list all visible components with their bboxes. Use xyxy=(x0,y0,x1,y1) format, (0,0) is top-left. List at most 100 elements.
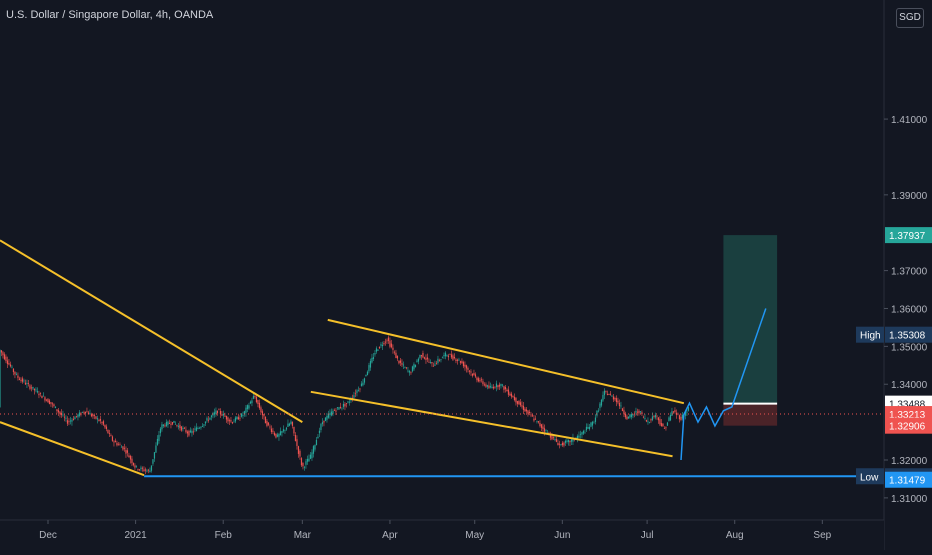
candle-body xyxy=(122,446,124,450)
candle-body xyxy=(579,433,582,435)
candle-body xyxy=(504,387,507,390)
candle-body xyxy=(611,395,613,397)
candle-body xyxy=(33,388,36,391)
candle-body xyxy=(179,424,181,429)
candle-body xyxy=(155,445,157,453)
candle-body xyxy=(285,427,288,430)
candle-body xyxy=(330,411,333,416)
candle-body xyxy=(618,402,621,407)
y-tick-label: 1.36000 xyxy=(891,304,928,315)
candle-body xyxy=(302,462,304,467)
candle-body xyxy=(401,363,403,365)
candle-body xyxy=(435,362,438,364)
candle-body xyxy=(539,422,541,426)
candle-body xyxy=(576,435,579,439)
price-tag-value: 1.33213 xyxy=(889,410,926,421)
candle-body xyxy=(32,386,34,389)
candle-body xyxy=(581,432,583,435)
candle-body xyxy=(399,360,402,363)
candle-body xyxy=(515,397,517,403)
candle-body xyxy=(407,370,409,372)
candle-body xyxy=(305,461,307,465)
candle-body xyxy=(554,439,556,440)
candle-body xyxy=(156,438,159,445)
candle-body xyxy=(245,407,247,413)
candle-body xyxy=(525,409,528,412)
candle-body xyxy=(642,416,645,418)
candle-body xyxy=(612,396,615,400)
candle-body xyxy=(615,398,618,403)
candle-body xyxy=(396,355,399,359)
candle-body xyxy=(429,362,432,364)
stop-zone xyxy=(723,403,778,426)
candle-body xyxy=(426,357,429,360)
candle-body xyxy=(83,412,85,414)
projection-path xyxy=(680,308,767,461)
candle-body xyxy=(441,357,444,359)
candle-body xyxy=(96,418,99,420)
candle-body xyxy=(594,417,597,422)
candle-body xyxy=(602,394,604,401)
candle-body xyxy=(339,406,342,409)
candle-body xyxy=(162,424,165,427)
candle-body xyxy=(0,349,1,407)
candle-body xyxy=(114,440,117,443)
price-tag-value: 1.31479 xyxy=(889,476,926,487)
candle-body xyxy=(506,389,508,392)
candle-body xyxy=(299,450,301,457)
candle-body xyxy=(548,432,550,434)
candle-body xyxy=(87,412,90,415)
candle-body xyxy=(558,443,561,445)
candle-body xyxy=(527,410,529,414)
candle-body xyxy=(488,385,490,389)
currency-button[interactable]: SGD xyxy=(896,8,924,28)
candle-body xyxy=(30,387,33,389)
candle-body xyxy=(173,420,175,423)
candle-body xyxy=(443,355,445,357)
candle-body xyxy=(413,364,415,370)
candle-body xyxy=(593,422,595,424)
candle-body xyxy=(585,426,588,431)
candle-body xyxy=(239,417,241,419)
candle-body xyxy=(681,414,684,419)
candle-body xyxy=(486,385,489,387)
candle-body xyxy=(210,415,213,418)
candle-body xyxy=(204,421,207,424)
candle-body xyxy=(410,372,412,374)
candle-body xyxy=(648,422,651,424)
candle-body xyxy=(360,383,363,387)
candle-body xyxy=(326,416,328,420)
candle-body xyxy=(323,420,325,423)
candle-body xyxy=(263,414,265,417)
candle-body xyxy=(564,440,567,443)
candle-body xyxy=(462,362,465,367)
candle-body xyxy=(269,426,271,428)
candle-body xyxy=(183,427,186,429)
candle-body xyxy=(549,435,552,438)
candle-body xyxy=(450,354,453,358)
candle-body xyxy=(660,423,663,427)
price-tag-caption: Low xyxy=(860,472,879,483)
candle-body xyxy=(48,400,51,404)
candle-body xyxy=(567,439,570,443)
candle-body xyxy=(653,415,655,417)
candle-body xyxy=(318,430,321,434)
candle-body xyxy=(207,419,210,421)
price-tag xyxy=(885,471,932,488)
candle-body xyxy=(9,364,12,367)
target-zone xyxy=(723,235,778,404)
candle-body xyxy=(309,454,312,459)
candle-body xyxy=(282,429,285,432)
candle-body xyxy=(119,444,121,446)
candle-body xyxy=(29,385,31,389)
candle-body xyxy=(459,361,462,363)
trendline xyxy=(310,390,673,458)
candle-body xyxy=(609,393,612,395)
candle-body xyxy=(44,397,46,401)
candle-body xyxy=(531,415,534,417)
candle-body xyxy=(215,410,217,414)
candle-body xyxy=(35,389,37,391)
candle-body xyxy=(255,396,258,403)
